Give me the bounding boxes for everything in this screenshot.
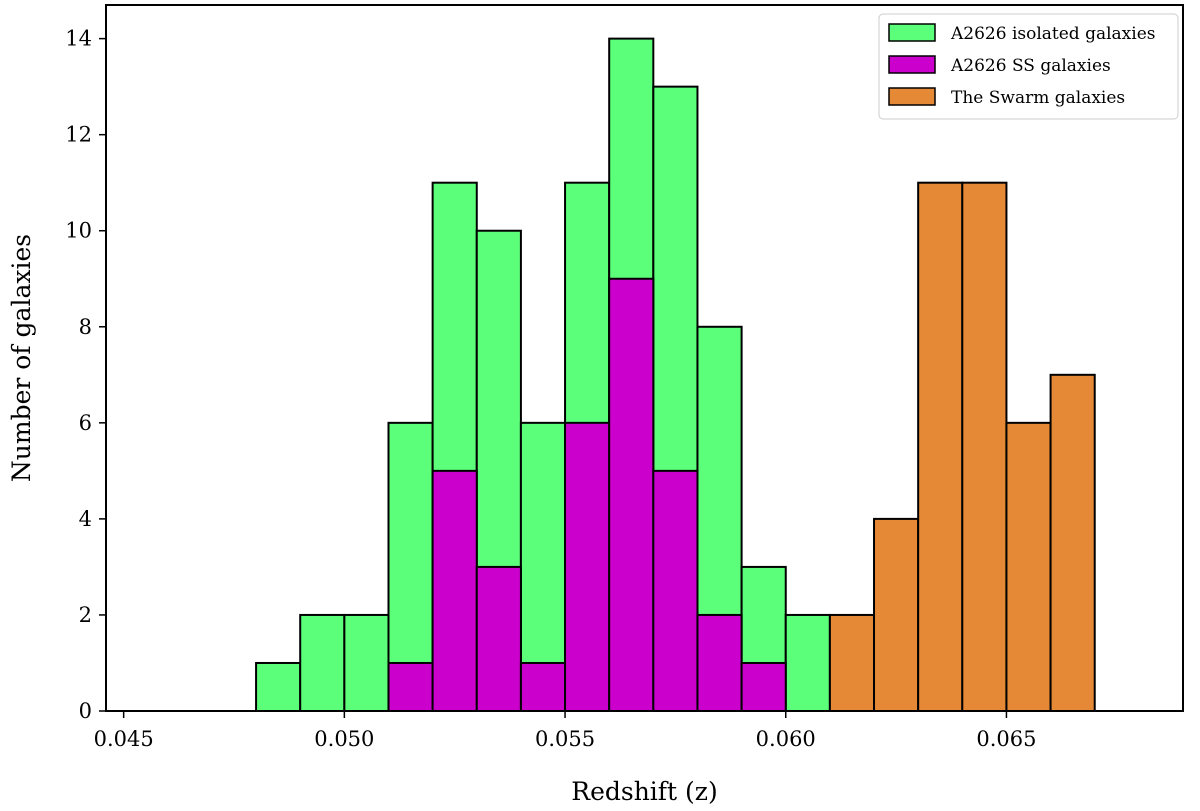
series-3-bar-3 [917,181,964,712]
x-axis-label: Redshift (z) [571,777,717,806]
y-tick-label-3: 4 [79,507,92,531]
y-tick-label-6: 10 [65,219,92,243]
y-tick-label-1: 0 [79,699,92,723]
y-tick-label-8: 14 [65,27,92,51]
series-2-bar-7 [652,469,699,712]
y-tick-label-7: 12 [65,123,92,147]
series-3-bar-5 [1005,421,1052,712]
series-2-bar-5 [564,421,611,712]
legend-swatch-3 [888,87,936,106]
legend-label-2: A2626 SS galaxies [950,56,1111,76]
series-1-bar-4 [299,613,346,712]
series-3-bars [828,181,1139,713]
series-3-bar-1 [828,613,876,712]
series-2-bar-8 [696,613,743,712]
ticks-layer: 0.045 0.050 0.055 0.060 0.065 0 2 4 6 8 10 12 14 [65,27,1036,751]
series-2-bars [387,277,787,713]
series-3-bar-6 [1049,373,1096,712]
legend-label-1: A2626 isolated galaxies [950,24,1156,44]
series-3-bar-4 [961,181,1008,712]
legend-swatch-1 [888,23,936,42]
series-3-bar-2 [873,517,920,713]
legend-box [878,13,1179,120]
legend-label-3: The Swarm galaxies [951,88,1125,108]
series-1-bar-15 [784,613,831,712]
plot-frame [105,4,1184,712]
x-tick-label-5: 0.065 [976,727,1036,751]
series-2-bar-9 [740,661,787,712]
series-2-bar-2 [431,469,478,712]
series-1-bar-3 [255,661,302,712]
y-tick-label-5: 8 [79,315,92,339]
series-2-bar-1 [387,661,434,712]
series-2-bar-3 [475,565,522,713]
legend: A2626 isolated galaxies A2626 SS galaxies… [878,13,1179,120]
x-tick-label-4: 0.060 [756,727,816,751]
y-axis-label: Number of galaxies [7,234,36,482]
series-2-bar-4 [519,661,567,712]
x-tick-label-2: 0.050 [314,727,374,751]
y-tick-label-2: 2 [79,603,92,627]
bars-layer [167,37,1139,713]
legend-swatch-2 [888,55,936,74]
series-2-bar-6 [608,277,655,712]
y-tick-label-4: 6 [79,411,92,435]
x-tick-label-3: 0.055 [535,727,595,751]
series-1-bar-5 [343,613,390,712]
x-tick-label-1: 0.045 [94,727,154,751]
